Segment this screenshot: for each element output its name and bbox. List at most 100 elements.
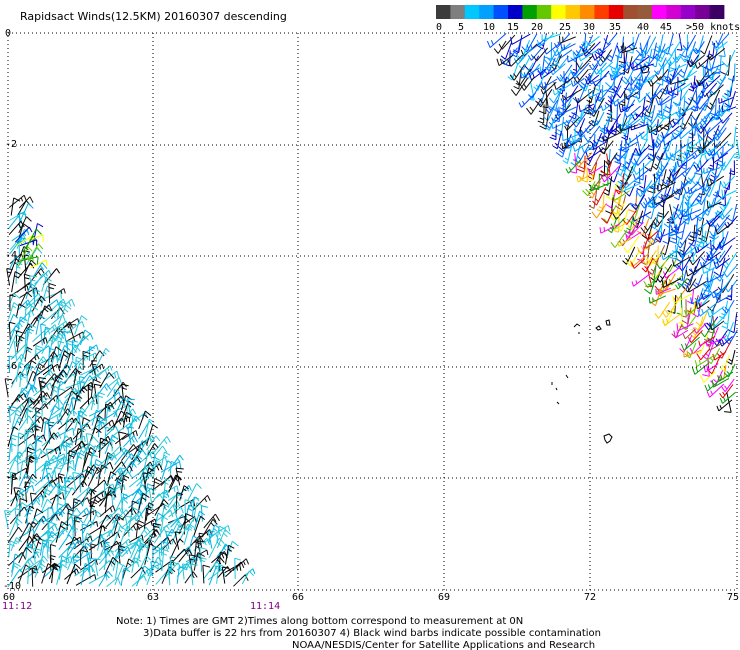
wind-barb: [584, 74, 600, 85]
wind-barb: [621, 45, 638, 54]
wind-barb: [73, 394, 83, 411]
wind-barb: [679, 146, 693, 163]
wind-barb: [25, 505, 35, 524]
wind-barb: [630, 253, 650, 268]
wind-barb: [701, 75, 721, 90]
legend-swatch: [565, 5, 581, 19]
wind-barb: [81, 466, 95, 487]
wind-barb: [727, 313, 738, 334]
wind-barb: [648, 295, 667, 304]
wind-barb: [34, 456, 41, 479]
wind-barb: [706, 383, 725, 398]
wind-barb: [611, 76, 624, 93]
wind-barb: [672, 106, 682, 125]
wind-barb: [702, 264, 720, 274]
wind-barb: [17, 246, 29, 263]
wind-barb: [208, 537, 225, 559]
wind-barb: [709, 221, 727, 238]
wind-barb: [679, 41, 689, 58]
wind-barb: [131, 575, 147, 587]
wind-barb: [620, 182, 642, 193]
wind-barb: [74, 315, 88, 335]
wind-barb: [700, 319, 716, 338]
wind-barb: [721, 49, 736, 68]
wind-barb: [50, 369, 68, 388]
wind-barb: [709, 140, 729, 157]
wind-barb: [136, 565, 150, 587]
wind-barb: [659, 95, 677, 106]
wind-barb: [676, 83, 691, 93]
wind-barb: [724, 168, 732, 191]
wind-barb: [97, 391, 105, 410]
legend-swatch: [594, 5, 610, 19]
wind-barb: [26, 508, 33, 528]
wind-barb: [183, 524, 195, 545]
legend-label: 30: [583, 22, 595, 33]
wind-barb: [14, 226, 33, 243]
wind-barb: [135, 520, 145, 538]
wind-barb: [684, 266, 697, 286]
wind-barb: [689, 207, 710, 221]
legend-label: 40: [637, 22, 649, 33]
wind-barb: [34, 269, 52, 285]
wind-barb: [113, 516, 125, 536]
wind-barb: [17, 316, 28, 333]
wind-barb: [10, 537, 22, 552]
wind-barb: [620, 67, 635, 85]
wind-barb: [175, 467, 184, 486]
wind-barb: [601, 209, 614, 224]
wind-barb: [493, 40, 507, 54]
wind-barb: [588, 89, 608, 98]
wind-barb: [33, 548, 42, 563]
wind-barb: [578, 49, 598, 62]
wind-barb: [672, 89, 689, 107]
wind-barb: [96, 461, 114, 475]
wind-barb: [686, 201, 702, 210]
wind-barb: [613, 221, 629, 230]
wind-barb: [704, 50, 718, 72]
wind-barb: [507, 64, 519, 81]
wind-barb: [669, 244, 678, 260]
wind-barb: [704, 140, 721, 157]
wind-barb: [40, 498, 53, 514]
wind-barb: [721, 378, 735, 392]
wind-barb: [49, 444, 66, 455]
wind-barb: [640, 217, 657, 234]
wind-barb: [640, 110, 655, 122]
wind-barb: [718, 336, 733, 347]
wind-barb: [518, 92, 536, 108]
wind-barb: [590, 182, 611, 192]
wind-barb: [216, 529, 231, 549]
wind-barb: [536, 33, 555, 47]
wind-barb: [66, 321, 85, 334]
wind-barb: [225, 561, 245, 578]
wind-barb: [87, 384, 94, 405]
lon-label-69: 69: [438, 592, 450, 603]
wind-barb: [112, 461, 127, 473]
wind-barb: [57, 388, 66, 409]
wind-barb: [33, 555, 49, 572]
wind-barb: [168, 474, 182, 493]
legend-swatch: [551, 5, 566, 19]
legend-swatch: [623, 5, 638, 19]
wind-barb: [146, 565, 160, 586]
wind-speed-legend: [436, 5, 725, 19]
wind-barb: [633, 159, 653, 175]
wind-barb: [152, 545, 161, 563]
wind-barb: [70, 397, 78, 417]
wind-barb: [112, 513, 123, 530]
wind-barb: [174, 531, 182, 550]
legend-swatch: [580, 5, 595, 19]
legend-label: >50 knots: [686, 22, 740, 33]
wind-barb: [105, 404, 114, 426]
wind-barb: [662, 313, 682, 327]
wind-barb: [146, 435, 161, 451]
wind-barb: [718, 153, 736, 171]
wind-barb: [562, 133, 581, 142]
wind-barb: [687, 187, 703, 195]
wind-barb: [153, 436, 171, 454]
wind-barb: [81, 523, 89, 543]
wind-barb: [169, 548, 188, 566]
wind-barb: [16, 502, 28, 522]
